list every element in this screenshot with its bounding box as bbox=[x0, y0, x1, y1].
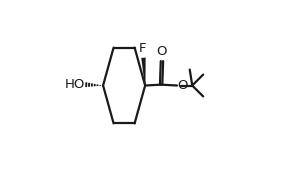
Text: F: F bbox=[139, 42, 146, 55]
Text: O: O bbox=[177, 79, 188, 92]
Text: HO: HO bbox=[65, 78, 86, 91]
Polygon shape bbox=[141, 58, 146, 86]
Text: O: O bbox=[157, 45, 167, 58]
